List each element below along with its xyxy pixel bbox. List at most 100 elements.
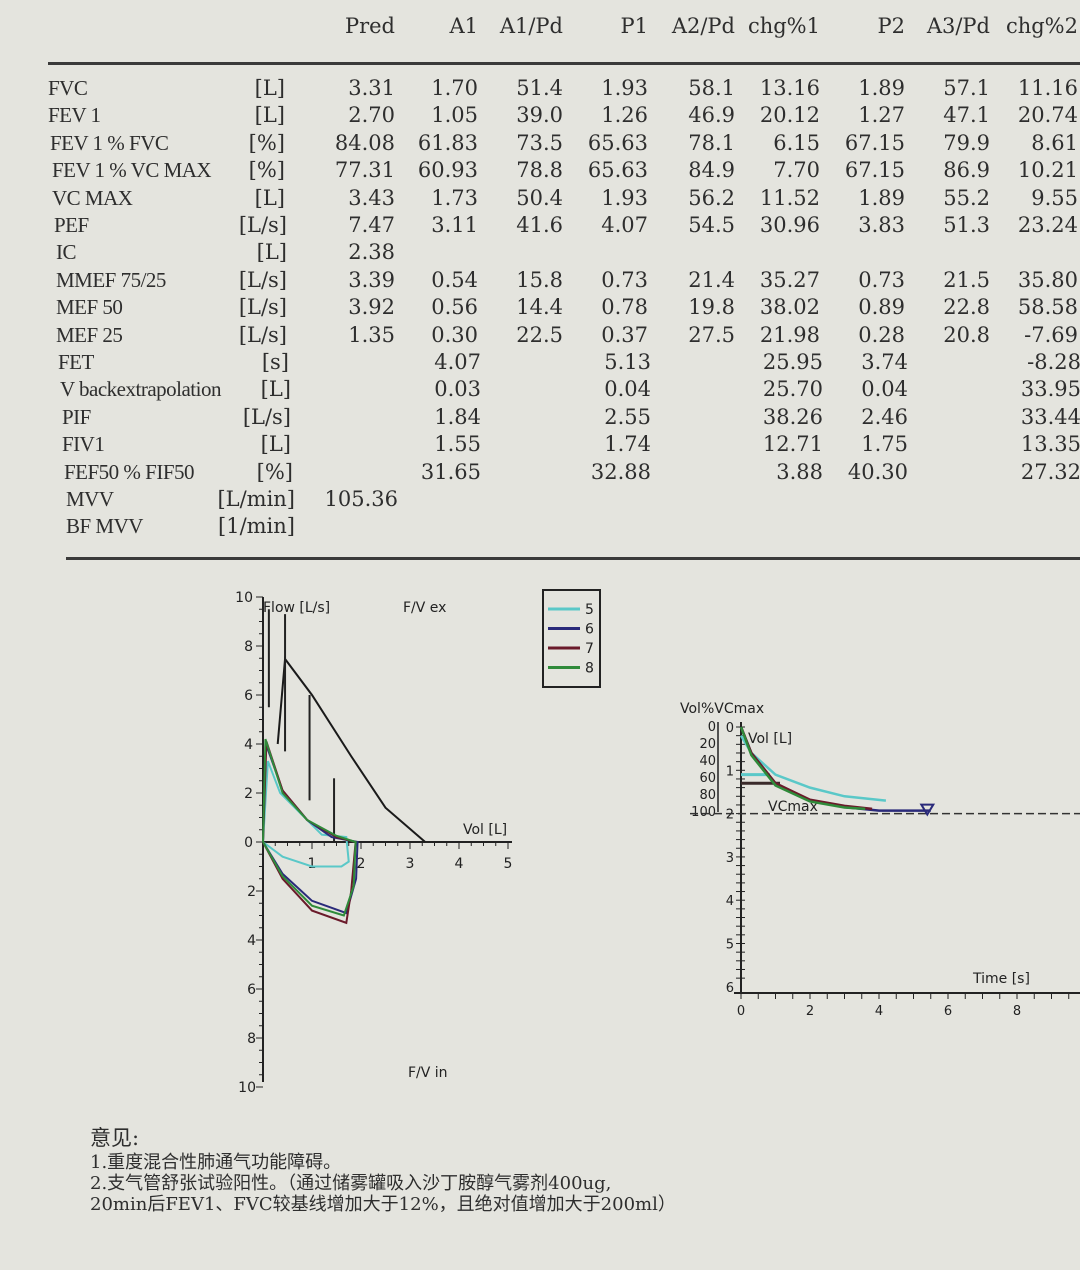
cell-value: 0.73 (858, 267, 905, 292)
cell-value: 86.9 (943, 158, 990, 183)
cell-value: 13.35 (1020, 432, 1080, 457)
conclusion-line: 20min后FEV1、FVC较基线增加大于12%，且绝对值增加大于200ml） (90, 1194, 676, 1215)
vt-x-tick-label: 4 (875, 1004, 883, 1019)
parameter-unit: [%] (248, 158, 285, 183)
vt-x-tick-label: 6 (944, 1004, 952, 1019)
cell-value: 65.63 (587, 158, 648, 183)
cell-value: 1.73 (431, 185, 478, 210)
cell-value: 8.61 (1031, 130, 1078, 155)
cell-value: 20.12 (759, 103, 820, 128)
cell-value: 73.5 (516, 130, 563, 155)
table-row: MEF 25 [L/s] 1.35 0.30 22.5 0.37 27.5 21.98 0.28… (0, 323, 1080, 351)
x-axis-label: Vol [L] (463, 822, 507, 838)
y-tick-label: 8 (244, 639, 253, 655)
cell-value: 12.71 (762, 432, 823, 457)
vt-x-tick-label: 8 (1013, 1004, 1021, 1019)
cell-value: 78.1 (688, 130, 735, 155)
parameter-name: VC MAX (52, 185, 133, 210)
cell-value: 27.5 (688, 322, 735, 347)
y-tick-label: 6 (244, 688, 253, 704)
conclusion-line: 2.支气管舒张试验阳性。（通过储雾罐吸入沙丁胺醇气雾剂400ug, (90, 1173, 612, 1194)
cell-value: 14.4 (516, 295, 563, 320)
parameter-name: PIF (62, 404, 91, 429)
cell-value: 2.46 (861, 404, 908, 429)
y-tick-label: 2 (244, 786, 253, 802)
cell-value: 1.84 (434, 404, 481, 429)
table-row: FET [s] 4.07 5.13 25.95 3.74 -8.28 (0, 350, 1080, 378)
cell-value: 0.54 (431, 267, 478, 292)
cell-value: 84.08 (334, 130, 395, 155)
table-row: FEF50 % FIF50 [%] 31.65 32.88 3.88 40.30 27.32 (0, 460, 1080, 488)
cell-value: 1.89 (858, 185, 905, 210)
parameter-name: FEV 1 % VC MAX (52, 158, 212, 183)
y-tick-label: 4 (244, 737, 253, 753)
table-row: MEF 50 [L/s] 3.92 0.56 14.4 0.78 19.8 38.02 0.89… (0, 295, 1080, 323)
cell-value: 1.75 (861, 432, 908, 457)
cell-value: 9.55 (1031, 185, 1078, 210)
table-row: PEF [L/s] 7.47 3.11 41.6 4.07 54.5 30.96 3.83 51.… (0, 213, 1080, 241)
cell-value: 31.65 (420, 459, 481, 484)
cell-value: 30.96 (759, 213, 820, 237)
vt-y2-tick-label: 100 (691, 805, 716, 820)
parameter-unit: [%] (248, 130, 285, 155)
parameter-name: MEF 50 (56, 295, 123, 320)
parameter-name: FEV 1 % FVC (50, 130, 169, 155)
column-header: chg%2 (1005, 14, 1078, 38)
cell-value: 57.1 (943, 76, 990, 100)
vt-y-tick-label: 2 (726, 808, 734, 823)
parameter-name: BF MVV (66, 514, 143, 539)
column-header: A1/Pd (499, 14, 563, 38)
table-row: IC [L] 2.38 (0, 240, 1080, 268)
vt-y2-tick-label: 60 (699, 771, 716, 786)
x-tick-label: 3 (406, 856, 415, 872)
cell-value: -8.28 (1027, 350, 1080, 374)
header-divider (48, 62, 1080, 65)
x-tick-label: 5 (504, 856, 513, 872)
table-row: PIF [L/s] 1.84 2.55 38.26 2.46 33.44 (0, 405, 1080, 433)
cell-value: 3.43 (348, 185, 395, 210)
cell-value: 56.2 (688, 185, 735, 210)
conclusion-line: 1.重度混合性肺通气功能障碍。 (90, 1152, 342, 1173)
cell-value: 35.27 (759, 267, 820, 292)
table-row: FEV 1 % FVC [%] 84.08 61.83 73.5 65.63 78.1 6.1… (0, 131, 1080, 159)
parameter-unit: [L] (260, 432, 291, 457)
cell-value: 10.21 (1017, 158, 1078, 183)
parameter-unit: [s] (261, 350, 289, 374)
y-tick-label: 10 (238, 1080, 256, 1096)
cell-value: 13.16 (759, 76, 820, 100)
parameter-name: MVV (66, 487, 114, 511)
parameter-unit: [L] (260, 377, 291, 402)
vt-y-tick-label: 4 (726, 894, 734, 909)
y-tick-label: 10 (235, 590, 253, 606)
table-row: FVC [L] 3.31 1.70 51.4 1.93 58.1 13.16 1.89 57.1 1… (0, 76, 1080, 104)
cell-value: 79.9 (943, 130, 990, 155)
parameter-unit: [%] (256, 459, 293, 484)
cell-value: 0.73 (601, 267, 648, 292)
cell-value: 22.8 (943, 295, 990, 320)
cell-value: 58.1 (688, 76, 735, 100)
cell-value: 0.78 (601, 295, 648, 320)
y-tick-label: 8 (247, 1031, 256, 1047)
cell-value: 1.93 (601, 76, 648, 100)
cell-value: 2.38 (348, 240, 395, 265)
parameter-name: FEF50 % FIF50 (64, 459, 195, 484)
cell-value: 0.04 (604, 377, 651, 402)
cell-value: 47.1 (943, 103, 990, 128)
parameter-unit: [L] (256, 240, 287, 265)
cell-value: 54.5 (688, 213, 735, 237)
cell-value: 25.95 (762, 350, 823, 374)
vt-y-tick-label: 0 (726, 721, 734, 736)
cell-value: 40.30 (847, 459, 908, 484)
cell-value: 38.02 (759, 295, 820, 320)
cell-value: 105.36 (324, 487, 398, 511)
legend-box (542, 589, 601, 688)
parameter-unit: [L/s] (242, 404, 291, 429)
cell-value: 50.4 (516, 185, 563, 210)
vt-y2-axis-label: Vol%VCmax (680, 701, 764, 717)
vt-y-tick-label: 1 (726, 764, 734, 779)
cell-value: 3.74 (861, 350, 908, 374)
y-tick-label: 2 (247, 884, 256, 900)
vt-y2-tick-label: 20 (699, 737, 716, 752)
vt-y-tick-label: 5 (726, 938, 734, 953)
